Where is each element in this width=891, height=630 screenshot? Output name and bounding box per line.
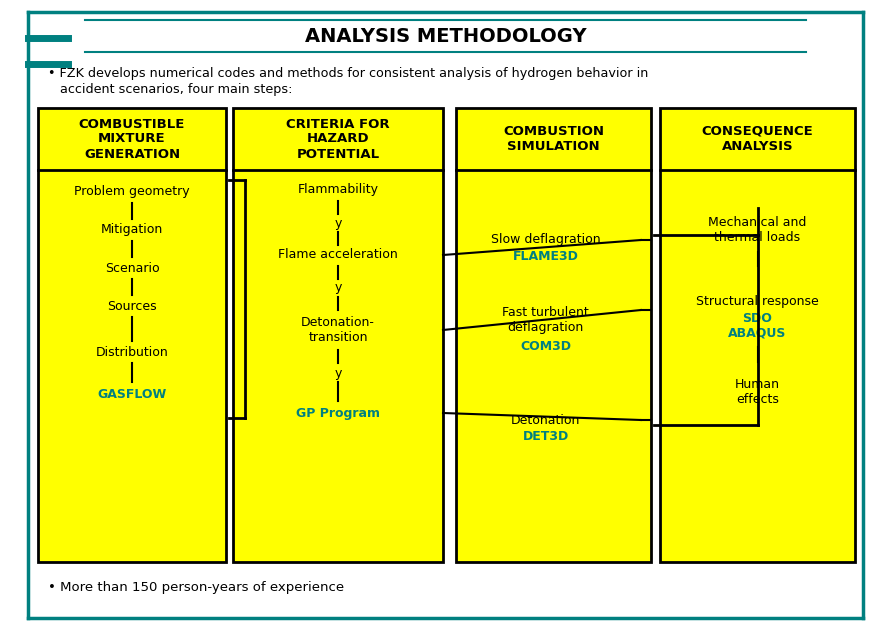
Text: Scenario: Scenario bbox=[104, 261, 159, 275]
Text: Mitigation: Mitigation bbox=[101, 224, 163, 236]
Text: Flame acceleration: Flame acceleration bbox=[278, 248, 398, 261]
Text: Structural response: Structural response bbox=[696, 295, 819, 309]
Bar bbox=[456, 108, 651, 562]
Text: Problem geometry: Problem geometry bbox=[74, 185, 190, 198]
Text: SDO: SDO bbox=[742, 312, 772, 326]
Text: FLAME3D: FLAME3D bbox=[512, 251, 578, 263]
Text: y: y bbox=[334, 367, 341, 379]
Text: Distribution: Distribution bbox=[95, 345, 168, 358]
Text: Mechanical and
thermal loads: Mechanical and thermal loads bbox=[708, 216, 806, 244]
Text: Slow deflagration: Slow deflagration bbox=[491, 234, 601, 246]
Text: COMBUSTIBLE
MIXTURE
GENERATION: COMBUSTIBLE MIXTURE GENERATION bbox=[78, 118, 185, 161]
Text: accident scenarios, four main steps:: accident scenarios, four main steps: bbox=[48, 84, 292, 96]
Text: CRITERIA FOR
HAZARD
POTENTIAL: CRITERIA FOR HAZARD POTENTIAL bbox=[286, 118, 390, 161]
Text: Flammability: Flammability bbox=[298, 183, 379, 197]
Text: y: y bbox=[334, 217, 341, 229]
Bar bbox=[38, 108, 226, 562]
Text: y: y bbox=[334, 282, 341, 294]
Text: Sources: Sources bbox=[107, 299, 157, 312]
Text: CONSEQUENCE
ANALYSIS: CONSEQUENCE ANALYSIS bbox=[701, 125, 813, 153]
Text: GP Program: GP Program bbox=[296, 406, 380, 420]
Text: ANALYSIS METHODOLOGY: ANALYSIS METHODOLOGY bbox=[306, 26, 587, 45]
Text: GASFLOW: GASFLOW bbox=[97, 387, 167, 401]
Text: ABAQUS: ABAQUS bbox=[728, 326, 787, 340]
Text: • More than 150 person-years of experience: • More than 150 person-years of experien… bbox=[48, 581, 344, 595]
Text: Fast turbulent
deflagration: Fast turbulent deflagration bbox=[503, 306, 589, 334]
Text: Human
effects: Human effects bbox=[735, 378, 780, 406]
Text: Detonation: Detonation bbox=[511, 413, 580, 427]
Bar bbox=[233, 108, 443, 562]
Bar bbox=[660, 108, 855, 562]
Text: Detonation-
transition: Detonation- transition bbox=[301, 316, 375, 344]
Text: • FZK develops numerical codes and methods for consistent analysis of hydrogen b: • FZK develops numerical codes and metho… bbox=[48, 67, 649, 81]
Text: DET3D: DET3D bbox=[522, 430, 568, 444]
Text: COM3D: COM3D bbox=[520, 340, 571, 353]
Text: COMBUSTION
SIMULATION: COMBUSTION SIMULATION bbox=[503, 125, 604, 153]
